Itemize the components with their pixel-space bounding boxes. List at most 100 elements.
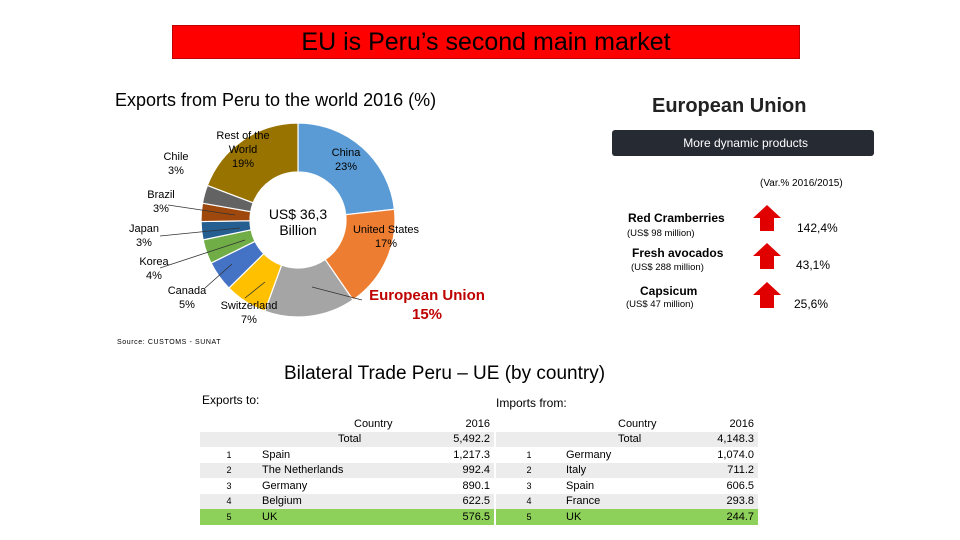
table-header-row: Country 2016 <box>496 416 758 432</box>
exports-chart-title: Exports from Peru to the world 2016 (%) <box>115 90 437 110</box>
label-japan-name: Japan <box>129 223 159 235</box>
row-country: Belgium <box>262 495 302 508</box>
imports-table: Country 2016 Total 4,148.3 1 Germany 1,0… <box>496 416 758 525</box>
table-row: 4 Belgium 622.5 <box>200 493 494 509</box>
label-united-states-pct: 17% <box>374 238 398 250</box>
row-value: 244.7 <box>696 509 758 525</box>
label-china-pct: 23% <box>334 161 358 173</box>
dynamic-products-header: More dynamic products <box>612 130 874 156</box>
row-value: 622.5 <box>462 495 490 508</box>
table-row: 1 Germany 1,074.0 <box>496 447 758 463</box>
col-header-country: Country <box>618 417 657 430</box>
product-var-avocados: 43,1% <box>796 258 831 272</box>
table-row: 2 The Netherlands 992.4 <box>200 462 494 478</box>
col-header-country: Country <box>354 417 393 430</box>
table-row: 2 Italy 711.2 <box>496 462 758 478</box>
row-country: Germany <box>566 448 612 461</box>
product-var-cranberries: 142,4% <box>797 221 838 235</box>
imports-from-label: Imports from: <box>496 396 567 410</box>
exports-table: Country 2016 Total 5,492.2 1 Spain 1,217… <box>200 416 494 525</box>
row-rank: 3 <box>526 480 532 491</box>
col-header-year: 2016 <box>729 417 754 430</box>
label-brazil-name: Brazil <box>147 189 175 201</box>
total-value: 5,492.2 <box>453 433 490 446</box>
page-title: EU is Peru’s second main market <box>301 27 671 56</box>
label-switzerland-name: Switzerland <box>220 300 278 312</box>
product-var-capsicum: 25,6% <box>794 297 829 311</box>
leader-line-korea <box>159 239 246 269</box>
row-rank: 1 <box>526 449 532 460</box>
donut-slice-china <box>297 122 396 216</box>
source-note: Source: CUSTOMS - SUNAT <box>117 339 222 346</box>
total-label: Total <box>618 433 642 446</box>
label-korea: Korea 4% <box>134 255 174 283</box>
label-brazil: Brazil 3% <box>141 188 181 216</box>
center-label-text: US$ 36,3 Billion <box>268 206 328 238</box>
row-value: 890.1 <box>462 479 490 492</box>
donut-center-label: US$ 36,3 Billion <box>262 206 334 238</box>
table-row: 1 Spain 1,217.3 <box>200 447 494 463</box>
row-value: 711.2 <box>727 464 754 477</box>
product-sub-cranberries: (US$ 98 million) <box>627 228 695 239</box>
row-rank: 3 <box>226 480 232 491</box>
exports-to-label: Exports to: <box>202 393 260 407</box>
row-country: UK <box>562 509 697 525</box>
row-country: The Netherlands <box>262 464 344 477</box>
label-canada-name: Canada <box>167 285 207 297</box>
table-row-highlighted: 5 UK 576.5 <box>200 509 494 525</box>
title-banner: EU is Peru’s second main market <box>172 25 800 59</box>
total-label: Total <box>338 433 362 446</box>
row-country: Spain <box>262 448 291 461</box>
row-rank: 4 <box>526 496 532 507</box>
label-chile: Chile 3% <box>156 150 196 178</box>
product-name-avocados: Fresh avocados <box>632 246 724 260</box>
label-japan-pct: 3% <box>136 237 152 249</box>
label-rest-of-world-name: Rest of the World <box>216 130 270 156</box>
row-value: 576.5 <box>436 509 494 525</box>
label-canada: Canada 5% <box>164 284 210 312</box>
table-row-highlighted: 5 UK 244.7 <box>496 509 758 525</box>
row-country: Spain <box>566 479 595 492</box>
row-rank: 2 <box>526 465 532 476</box>
leader-line-switzerland <box>244 281 266 299</box>
product-name-capsicum: Capsicum <box>640 284 698 298</box>
label-united-states-name: United States <box>352 224 420 236</box>
up-arrow-icon <box>753 243 781 269</box>
label-european-union-pct: 15% <box>411 306 443 323</box>
label-japan: Japan 3% <box>124 222 164 250</box>
row-country: UK <box>258 509 437 525</box>
col-header-year: 2016 <box>465 417 490 430</box>
label-chile-name: Chile <box>163 151 189 163</box>
label-switzerland: Switzerland 7% <box>214 299 284 327</box>
bilateral-trade-title: Bilateral Trade Peru – UE (by country) <box>284 363 606 384</box>
leader-line-canada <box>204 263 233 289</box>
row-value: 293.8 <box>726 495 754 508</box>
donut-slice-rest-of-the-world <box>206 122 299 204</box>
label-rest-of-world: Rest of the World 19% <box>211 129 275 171</box>
up-arrow-icon <box>753 205 781 231</box>
table-header-row: Country 2016 <box>200 416 494 432</box>
row-value: 1,074.0 <box>717 448 754 461</box>
product-sub-avocados: (US$ 288 million) <box>631 262 704 273</box>
label-rest-of-world-pct: 19% <box>231 158 255 170</box>
row-country: Germany <box>262 479 308 492</box>
up-arrow-icon <box>753 282 781 308</box>
dynamic-products-label: More dynamic products <box>683 136 808 150</box>
row-rank: 5 <box>200 509 258 525</box>
label-china: China 23% <box>326 146 366 174</box>
row-rank: 4 <box>226 496 232 507</box>
table-row: 3 Germany 890.1 <box>200 478 494 494</box>
row-rank: 1 <box>226 449 232 460</box>
product-sub-capsicum: (US$ 47 million) <box>626 299 694 310</box>
row-value: 992.4 <box>462 464 490 477</box>
table-row: 3 Spain 606.5 <box>496 478 758 494</box>
leader-line-japan <box>159 227 241 237</box>
table-row: 4 France 293.8 <box>496 493 758 509</box>
total-value: 4,148.3 <box>717 433 754 446</box>
label-brazil-pct: 3% <box>153 203 169 215</box>
label-canada-pct: 5% <box>179 299 195 311</box>
label-korea-name: Korea <box>139 256 169 268</box>
label-european-union: European Union 15% <box>362 286 492 324</box>
row-country: France <box>566 495 601 508</box>
row-value: 1,217.3 <box>453 448 490 461</box>
